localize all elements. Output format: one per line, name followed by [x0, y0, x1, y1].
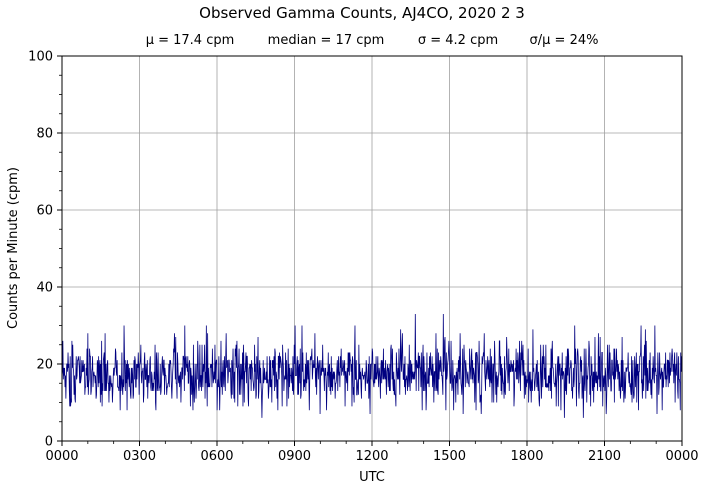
series-layer [61, 313, 683, 418]
y-tick-label: 40 [36, 281, 53, 296]
x-tick-label: 1500 [433, 449, 466, 464]
x-axis: 0000 0300 0600 0900 1200 1500 1800 2100 0000 [45, 441, 699, 464]
x-tick-label: 0900 [278, 449, 311, 464]
x-tick-label: 0600 [200, 449, 233, 464]
stat-mean: μ = 17.4 cpm [146, 33, 235, 48]
x-tick-label: 0300 [123, 449, 156, 464]
y-tick-label: 60 [36, 204, 53, 219]
stat-sigma: σ = 4.2 cpm [418, 33, 498, 48]
x-tick-label: 1200 [355, 449, 388, 464]
stat-ratio: σ/μ = 24% [530, 33, 599, 48]
series-line [61, 313, 683, 418]
y-tick-label: 20 [36, 358, 53, 373]
x-tick-label: 0000 [665, 449, 698, 464]
y-tick-label: 0 [45, 435, 53, 450]
x-tick-label: 0000 [45, 449, 78, 464]
y-axis: 0 20 40 60 80 100 [28, 50, 62, 450]
y-tick-label: 80 [36, 127, 53, 142]
chart-title: Observed Gamma Counts, AJ4CO, 2020 2 3 [199, 4, 525, 22]
x-axis-label: UTC [359, 470, 385, 485]
x-tick-label: 2100 [588, 449, 621, 464]
y-axis-label: Counts per Minute (cpm) [6, 167, 21, 329]
y-tick-label: 100 [28, 50, 53, 65]
grid-lines [62, 56, 682, 441]
x-tick-label: 1800 [510, 449, 543, 464]
stat-median: median = 17 cpm [268, 33, 385, 48]
